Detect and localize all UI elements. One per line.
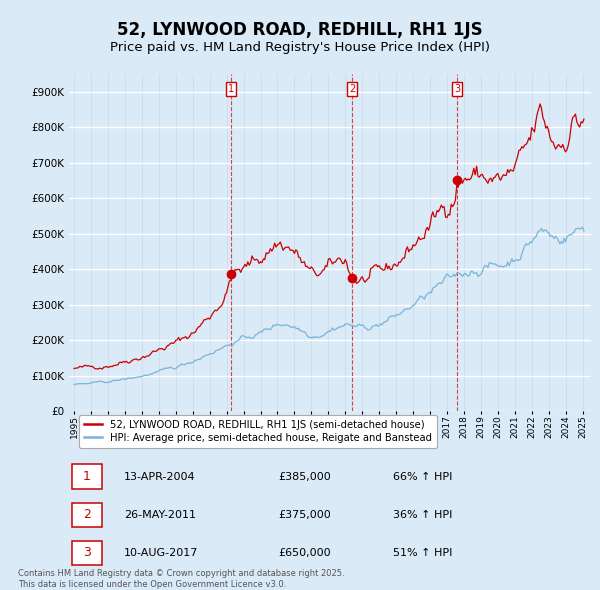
Text: 66% ↑ HPI: 66% ↑ HPI <box>392 472 452 482</box>
Legend: 52, LYNWOOD ROAD, REDHILL, RH1 1JS (semi-detached house), HPI: Average price, se: 52, LYNWOOD ROAD, REDHILL, RH1 1JS (semi… <box>79 415 437 447</box>
Text: £375,000: £375,000 <box>278 510 331 520</box>
Text: Contains HM Land Registry data © Crown copyright and database right 2025.
This d: Contains HM Land Registry data © Crown c… <box>18 569 344 589</box>
Text: 13-APR-2004: 13-APR-2004 <box>124 472 196 482</box>
FancyBboxPatch shape <box>71 464 102 489</box>
Text: 2: 2 <box>349 84 355 94</box>
Text: £385,000: £385,000 <box>278 472 331 482</box>
Text: Price paid vs. HM Land Registry's House Price Index (HPI): Price paid vs. HM Land Registry's House … <box>110 41 490 54</box>
Text: 52, LYNWOOD ROAD, REDHILL, RH1 1JS: 52, LYNWOOD ROAD, REDHILL, RH1 1JS <box>117 21 483 39</box>
Text: 51% ↑ HPI: 51% ↑ HPI <box>392 548 452 558</box>
Text: 2: 2 <box>83 509 91 522</box>
Text: 1: 1 <box>228 84 235 94</box>
FancyBboxPatch shape <box>71 503 102 527</box>
Text: 36% ↑ HPI: 36% ↑ HPI <box>392 510 452 520</box>
Text: £650,000: £650,000 <box>278 548 331 558</box>
FancyBboxPatch shape <box>71 540 102 565</box>
Text: 10-AUG-2017: 10-AUG-2017 <box>124 548 198 558</box>
Text: 26-MAY-2011: 26-MAY-2011 <box>124 510 196 520</box>
Text: 3: 3 <box>454 84 460 94</box>
Text: 1: 1 <box>83 470 91 483</box>
Text: 3: 3 <box>83 546 91 559</box>
